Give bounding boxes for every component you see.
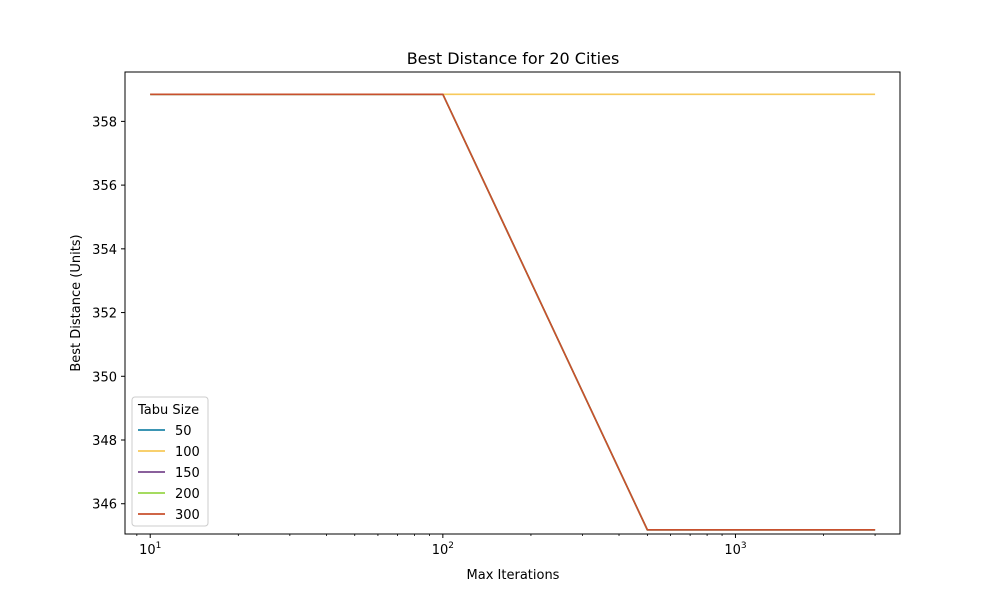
plot-frame (124, 71, 901, 535)
x-tick-label: 103 (724, 541, 746, 558)
x-axis: 101 102 103 (136, 534, 876, 558)
x-tick-label: 102 (432, 541, 454, 558)
legend: Tabu Size 50 100 150 200 300 (131, 396, 209, 527)
legend-label: 200 (175, 487, 200, 502)
y-axis-label: Best Distance (Units) (69, 234, 84, 371)
legend-label: 50 (175, 424, 192, 439)
y-tick-label: 352 (92, 307, 117, 322)
legend-label: 150 (175, 466, 200, 481)
y-tick-label: 348 (92, 434, 117, 449)
legend-label: 300 (175, 508, 200, 523)
chart-title: Best Distance for 20 Cities (407, 49, 620, 68)
series-line-300 (150, 93, 876, 531)
legend-title: Tabu Size (137, 403, 199, 418)
y-tick-label: 358 (92, 115, 117, 130)
x-tick-label: 101 (139, 541, 161, 558)
plot-area (150, 93, 876, 531)
y-axis: 346 348 350 352 354 356 358 (92, 115, 125, 513)
legend-label: 100 (175, 445, 200, 460)
y-tick-label: 356 (92, 179, 117, 194)
y-tick-label: 350 (92, 370, 117, 385)
x-axis-label: Max Iterations (467, 568, 560, 583)
y-tick-label: 354 (92, 243, 117, 258)
y-tick-label: 346 (92, 498, 117, 513)
